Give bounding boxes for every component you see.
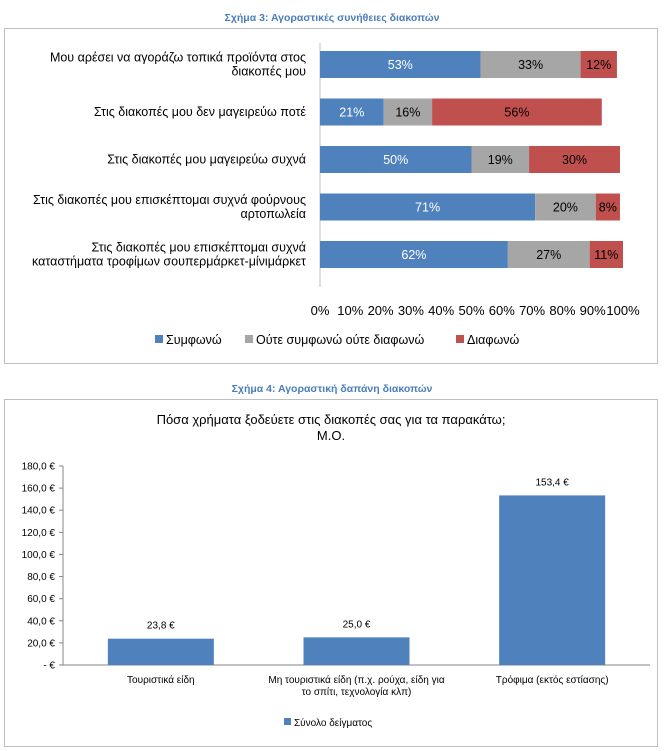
bar-segment — [529, 146, 620, 173]
x-tick-label: 20% — [368, 303, 394, 318]
legend-label: Συμφωνώ — [166, 333, 222, 347]
y-tick-label: 120,0 € — [22, 528, 56, 539]
data-label: 25,0 € — [343, 619, 371, 630]
x-tick-label: 80% — [549, 303, 575, 318]
spending-bar-chart: Πόσα χρήματα ξοδεύετε στις διακοπές σας … — [22, 412, 650, 729]
y-tick-label: 180,0 € — [22, 462, 56, 473]
y-tick-label: 100,0 € — [22, 550, 56, 561]
data-label: 153,4 € — [535, 477, 569, 488]
data-label: 30% — [562, 153, 587, 167]
spending-bar-chart-frame: Πόσα χρήματα ξοδεύετε στις διακοπές σας … — [4, 399, 658, 747]
figure-4-caption: Σχήμα 4: Αγοραστική δαπάνη διακοπών — [231, 383, 433, 395]
x-tick-label: 60% — [489, 303, 515, 318]
data-label: 21% — [339, 106, 364, 120]
legend-swatch — [155, 335, 163, 343]
x-tick-label: 90% — [580, 303, 606, 318]
data-label: 53% — [388, 58, 413, 72]
category-label: Μη τουριστικά είδη (π.χ. ρούχα, είδη για… — [268, 674, 444, 698]
y-tick-label: - € — [43, 661, 55, 672]
legend-label: Ούτε συμφωνώ ούτε διαφωνώ — [256, 333, 424, 347]
data-label: 23,8 € — [147, 621, 175, 632]
bar — [303, 637, 410, 665]
data-label: 50% — [383, 153, 408, 167]
y-tick-label: 20,0 € — [27, 638, 55, 649]
bar-segment — [589, 241, 623, 268]
stacked-bar-chart: Μου αρέσει να αγοράζω τοπικά προϊόντα στ… — [32, 43, 640, 347]
category-label: Στις διακοπές μου μαγειρεύω συχνά — [107, 153, 306, 167]
category-label: Μου αρέσει να αγοράζω τοπικά προϊόντα στ… — [50, 51, 306, 79]
legend-swatch — [284, 718, 291, 725]
bar-segment — [320, 51, 481, 78]
data-label: 20% — [553, 201, 578, 215]
bar-segment — [595, 193, 620, 221]
bar — [107, 638, 214, 665]
data-label: 19% — [488, 153, 513, 167]
x-tick-label: 50% — [458, 303, 484, 318]
bar — [499, 495, 606, 665]
data-label: 11% — [594, 248, 618, 262]
bar-segment — [320, 98, 384, 126]
x-tick-label: 40% — [428, 303, 454, 318]
legend-label: Διαφωνώ — [467, 333, 519, 347]
category-label: Στις διακοπές μου επισκέπτομαι συχνά κατα… — [32, 241, 306, 269]
category-label: Στις διακοπές μου δεν μαγειρεύω ποτέ — [94, 105, 307, 119]
bar-segment — [383, 98, 433, 126]
legend-label: Σύνολο δείγματος — [294, 717, 372, 729]
bar-segment — [507, 241, 590, 268]
figure-3-caption: Σχήμα 3: Αγοραστικές συνήθειες διακοπών — [224, 12, 440, 24]
bar-segment — [471, 146, 530, 173]
y-tick-label: 160,0 € — [22, 484, 56, 495]
data-label: 27% — [536, 248, 561, 262]
category-label: Στις διακοπές μου επισκέπτομαι συχνά φού… — [33, 193, 306, 221]
x-tick-label: 30% — [398, 303, 424, 318]
data-label: 62% — [401, 248, 426, 262]
stacked-bar-chart-frame: Μου αρέσει να αγοράζω τοπικά προϊόντα στ… — [4, 28, 658, 364]
chart-title: Πόσα χρήματα ξοδεύετε στις διακοπές σας … — [157, 412, 506, 443]
bar-segment — [535, 193, 596, 221]
data-label: 71% — [415, 201, 440, 215]
data-label: 12% — [586, 58, 611, 72]
y-tick-label: 140,0 € — [22, 506, 56, 517]
data-label: 33% — [518, 58, 543, 72]
bar-segment — [580, 51, 617, 78]
legend-swatch — [245, 335, 253, 343]
x-tick-label: 100% — [606, 303, 640, 318]
y-tick-label: 60,0 € — [27, 594, 55, 605]
category-label: Τουριστικά είδη — [127, 674, 195, 686]
x-tick-label: 70% — [519, 303, 545, 318]
data-label: 16% — [395, 106, 420, 120]
bar-segment — [432, 98, 602, 126]
bar-segment — [320, 193, 536, 221]
legend-swatch — [456, 335, 464, 343]
y-tick-label: 80,0 € — [27, 572, 55, 583]
x-tick-label: 10% — [337, 303, 363, 318]
bar-segment — [320, 146, 472, 173]
y-tick-label: 40,0 € — [27, 616, 55, 627]
data-label: 8% — [599, 201, 617, 215]
x-tick-label: 0% — [311, 303, 330, 318]
category-label: Τρόφιμα (εκτός εστίασης) — [496, 674, 609, 686]
bar-segment — [320, 241, 508, 268]
data-label: 56% — [504, 106, 529, 120]
bar-segment — [480, 51, 581, 78]
